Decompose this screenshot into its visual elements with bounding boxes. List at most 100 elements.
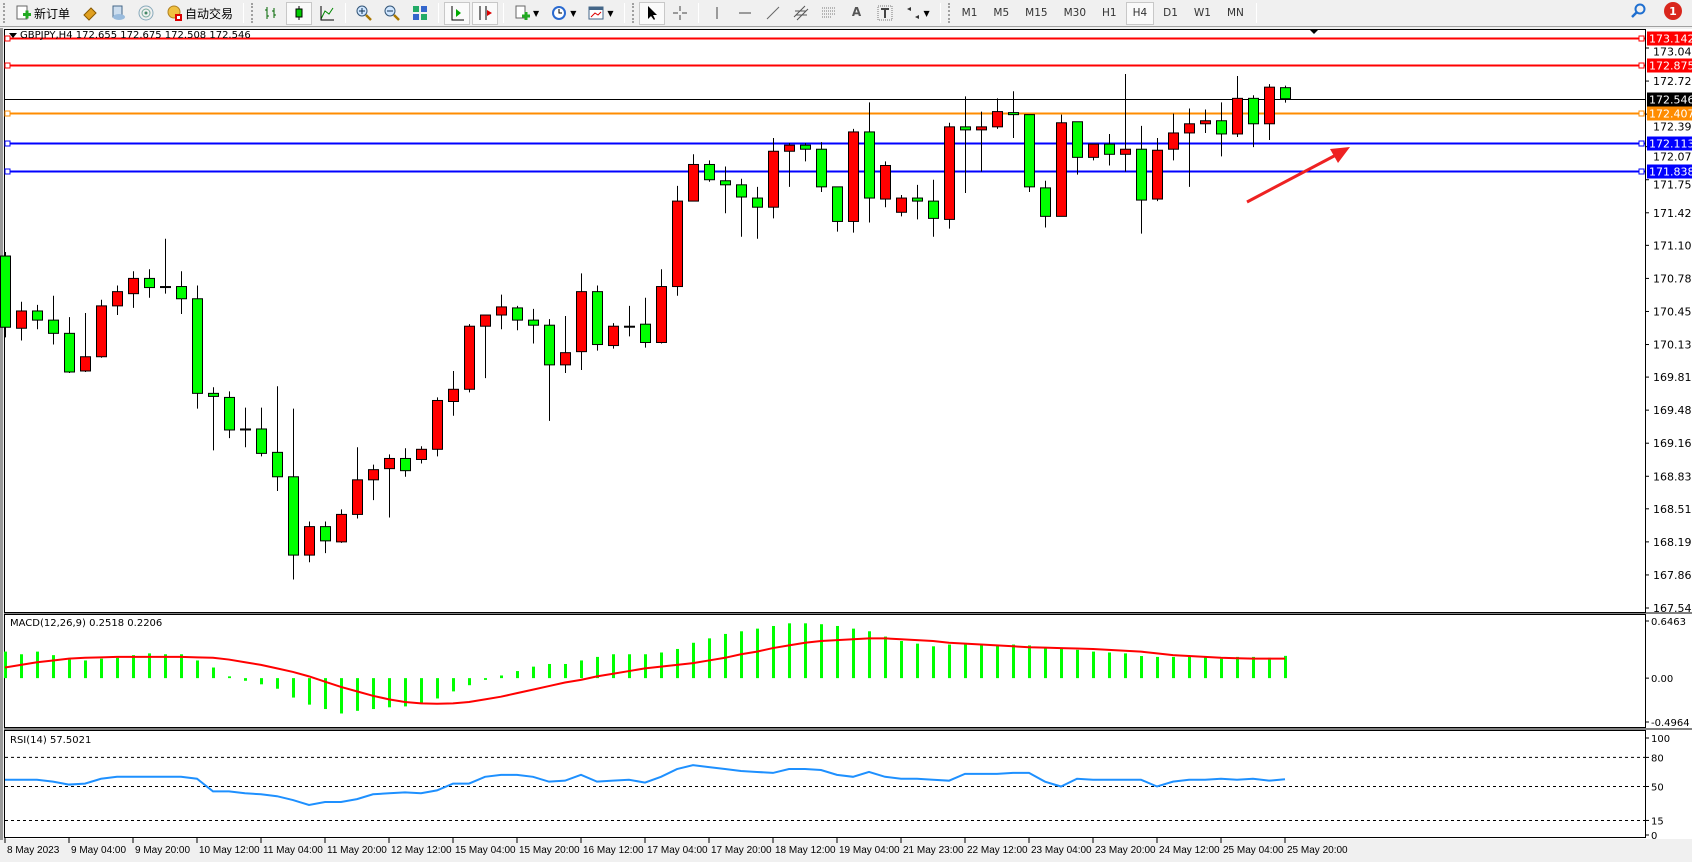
auto-trading-button[interactable]: 自动交易 [161,2,238,25]
price-tick-label: 171.750 [1653,179,1692,192]
toolbar-grip[interactable] [947,3,951,23]
candle-body [1088,143,1099,158]
text-label-tool-button[interactable] [872,2,898,25]
bar-chart-icon [263,5,279,21]
macd-histogram-bar [772,625,775,679]
fibonacci-tool-button[interactable] [816,2,842,25]
tile-windows-icon [412,5,428,21]
level-price-label: 171.838 [1649,166,1692,179]
search-icon[interactable] [1630,3,1646,19]
macd-histogram-bar [1140,656,1143,679]
macd-histogram-bar [900,641,903,679]
macd-histogram-bar [1284,655,1287,679]
separator [243,3,245,23]
macd-histogram-bar [580,660,583,679]
candle-body [80,356,91,372]
signals-button[interactable] [133,2,159,25]
toolbar-grip[interactable] [3,3,6,23]
cursor-tool-button[interactable] [638,1,665,25]
vertical-line-tool-button[interactable] [704,2,730,25]
candle-body [64,332,75,373]
templates-button[interactable]: ▼ [583,2,618,25]
market-button[interactable] [105,2,131,25]
notification-badge[interactable]: 1 [1664,2,1682,20]
bar-chart-button[interactable] [258,2,284,25]
price-tick-label: 170.130 [1653,339,1692,352]
candle-body [592,291,603,346]
candle-body [1168,132,1179,150]
arrows-tool-button[interactable]: ▼ [900,2,935,25]
candle-body [480,314,491,327]
candle-body [544,324,555,366]
tile-windows-button[interactable] [407,2,433,25]
macd-tick-label: 0.6463 [1651,617,1686,628]
price-tick-label: 172.395 [1653,121,1692,134]
level-price-tag [1647,164,1692,179]
candle-body [416,448,427,460]
timeframe-h1[interactable]: H1 [1102,7,1117,19]
chart-shift-button[interactable] [472,1,499,25]
macd-histogram-bar [1060,648,1063,679]
indicators-button[interactable]: ▼ [509,2,544,25]
dropdown-arrow-icon: ▼ [570,8,577,18]
equidistant-channel-tool-button[interactable] [788,2,814,25]
macd-histogram-bar [84,660,87,679]
rsi-panel-frame [4,730,1646,838]
crosshair-icon [672,5,688,21]
timeframe-m15[interactable]: M15 [1025,7,1048,19]
macd-histogram-bar [564,663,567,679]
timeframe-m5[interactable]: M5 [993,7,1010,19]
rsi-line [5,764,1286,806]
candlestick-button[interactable] [286,1,313,25]
periods-button[interactable]: ▼ [546,2,581,25]
macd-histogram-bar [468,678,471,686]
new-order-button[interactable]: 新订单 [10,2,75,25]
candle-body [896,197,907,213]
candle-body [16,310,27,329]
horizontal-line-tool-button[interactable] [732,2,758,25]
timeframe-m1[interactable]: M1 [961,7,978,19]
candle-body [128,277,139,295]
toolbar-grip[interactable] [631,3,635,23]
candle-body [384,457,395,470]
zoom-in-button[interactable] [351,2,377,25]
level-handle [1638,62,1645,69]
candle-body [240,428,251,431]
timeframe-h4[interactable]: H4 [1125,1,1155,25]
text-tool-button[interactable]: A [844,2,870,25]
macd-histogram-bar [596,656,599,679]
level-handle [1638,110,1645,117]
timeframe-mn[interactable]: MN [1226,7,1244,19]
candle-body [1248,97,1259,125]
macd-histogram-bar [1156,656,1159,679]
time-tick-label: 22 May 12:00 [967,845,1028,856]
history-center-button[interactable] [77,2,103,25]
line-chart-button[interactable] [314,2,340,25]
crosshair-tool-button[interactable] [667,2,693,25]
equidistant-channel-icon [793,5,809,21]
candle-body [352,479,363,515]
separator [503,3,505,23]
macd-histogram-bar [724,633,727,679]
text-icon: A [851,5,862,19]
toolbar: 新订单 自动交易 ▼ ▼ ▼ A ▼ M1 M5 M15 M30 H1 H4 D… [0,0,1692,27]
macd-histogram-bar [676,648,679,679]
toolbar-grip[interactable] [251,3,254,23]
candle-body [736,184,747,198]
macd-histogram-bar [340,678,343,714]
zoom-out-button[interactable] [379,2,405,25]
macd-histogram-bar [148,653,151,679]
candle-body [336,513,347,543]
auto-scroll-button[interactable] [444,1,471,25]
timeframe-m30[interactable]: M30 [1063,7,1086,19]
trendline-tool-button[interactable] [760,2,786,25]
separator [623,3,625,23]
timeframe-d1[interactable]: D1 [1163,7,1178,19]
time-tick-label: 8 May 2023 [7,845,60,856]
dropdown-arrow-icon: ▼ [923,8,930,18]
chart-shift-marker-icon [1309,29,1319,34]
macd-histogram-bar [980,644,983,679]
candle-body [816,148,827,188]
timeframe-w1[interactable]: W1 [1193,7,1211,19]
